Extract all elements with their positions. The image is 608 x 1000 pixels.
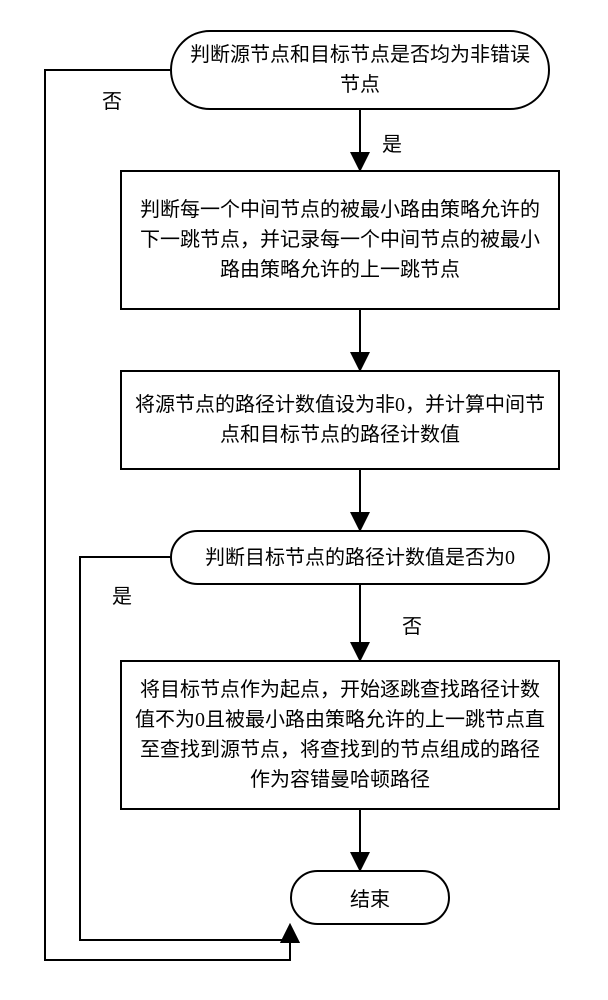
terminator-end: 结束 bbox=[290, 870, 450, 925]
decision-target-count-zero: 判断目标节点的路径计数值是否为0 bbox=[170, 530, 550, 585]
process-determine-next-hop: 判断每一个中间节点的被最小路由策略允许的下一跳节点，并记录每一个中间节点的被最小… bbox=[120, 170, 560, 310]
edge-label-yes-2: 是 bbox=[110, 580, 134, 609]
process-backtrack-path: 将目标节点作为起点，开始逐跳查找路径计数值不为0且被最小路由策略允许的上一跳节点… bbox=[120, 660, 560, 810]
edge-label-no-1: 否 bbox=[100, 85, 124, 114]
node-text: 将目标节点作为起点，开始逐跳查找路径计数值不为0且被最小路由策略允许的上一跳节点… bbox=[134, 675, 546, 795]
node-text: 将源节点的路径计数值设为非0，并计算中间节点和目标节点的路径计数值 bbox=[134, 390, 546, 450]
process-path-count: 将源节点的路径计数值设为非0，并计算中间节点和目标节点的路径计数值 bbox=[120, 370, 560, 470]
node-text: 判断目标节点的路径计数值是否为0 bbox=[205, 543, 515, 573]
flowchart-arrows bbox=[0, 0, 608, 1000]
edge-label-no-2: 否 bbox=[400, 610, 424, 639]
flowchart-canvas: 判断源节点和目标节点是否均为非错误节点 判断每一个中间节点的被最小路由策略允许的… bbox=[0, 0, 608, 1000]
node-text: 判断每一个中间节点的被最小路由策略允许的下一跳节点，并记录每一个中间节点的被最小… bbox=[134, 195, 546, 285]
node-text: 判断源节点和目标节点是否均为非错误节点 bbox=[184, 40, 536, 100]
node-text: 结束 bbox=[350, 883, 390, 912]
edge-label-yes-1: 是 bbox=[380, 128, 404, 157]
decision-source-target-nonerror: 判断源节点和目标节点是否均为非错误节点 bbox=[170, 30, 550, 110]
